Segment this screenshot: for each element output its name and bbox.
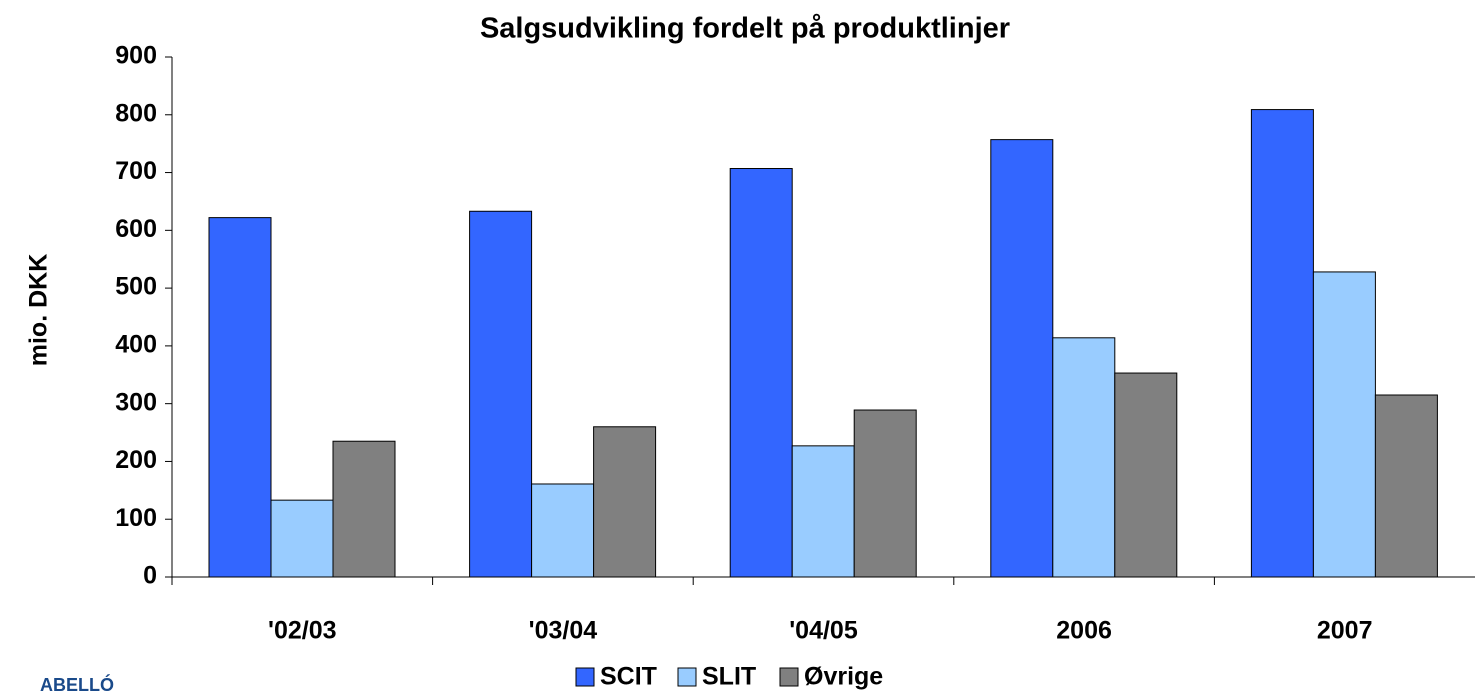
y-tick-label: 400 <box>115 330 157 358</box>
bar <box>593 426 657 578</box>
bar <box>1114 372 1178 578</box>
x-tick-label: '03/04 <box>529 617 598 645</box>
bar <box>531 483 595 578</box>
y-tick-label: 0 <box>143 562 157 590</box>
chart-title: Salgsudvikling fordelt på produktlinjer <box>480 13 1010 45</box>
legend-swatch <box>575 667 595 687</box>
bar <box>1052 337 1116 578</box>
bar <box>1312 271 1376 578</box>
bar <box>729 168 793 578</box>
y-tick-label: 800 <box>115 99 157 127</box>
bar <box>853 409 917 578</box>
legend-swatch <box>779 667 799 687</box>
x-tick-label: 2006 <box>1056 617 1112 645</box>
bar <box>791 445 855 578</box>
logo: ABELLÓ <box>40 674 114 695</box>
legend-swatch <box>677 667 697 687</box>
x-tick-label: '02/03 <box>268 617 337 645</box>
y-axis-label: mio. DKK <box>25 254 53 367</box>
y-tick-label: 900 <box>115 42 157 70</box>
y-tick-label: 300 <box>115 388 157 416</box>
legend-label: SCIT <box>600 663 657 691</box>
y-tick-label: 600 <box>115 215 157 243</box>
bar <box>270 499 334 578</box>
bar <box>1250 109 1314 578</box>
y-tick-label: 700 <box>115 157 157 185</box>
x-tick-label: 2007 <box>1317 617 1373 645</box>
bar <box>990 139 1054 578</box>
legend-label: SLIT <box>702 663 756 691</box>
bar <box>332 440 396 578</box>
x-tick-label: '04/05 <box>789 617 858 645</box>
bar <box>469 210 533 578</box>
y-tick-label: 200 <box>115 446 157 474</box>
y-tick-label: 100 <box>115 504 157 532</box>
bar <box>1374 394 1438 578</box>
bar <box>208 217 272 578</box>
legend-label: Øvrige <box>804 663 883 691</box>
y-tick-label: 500 <box>115 273 157 301</box>
